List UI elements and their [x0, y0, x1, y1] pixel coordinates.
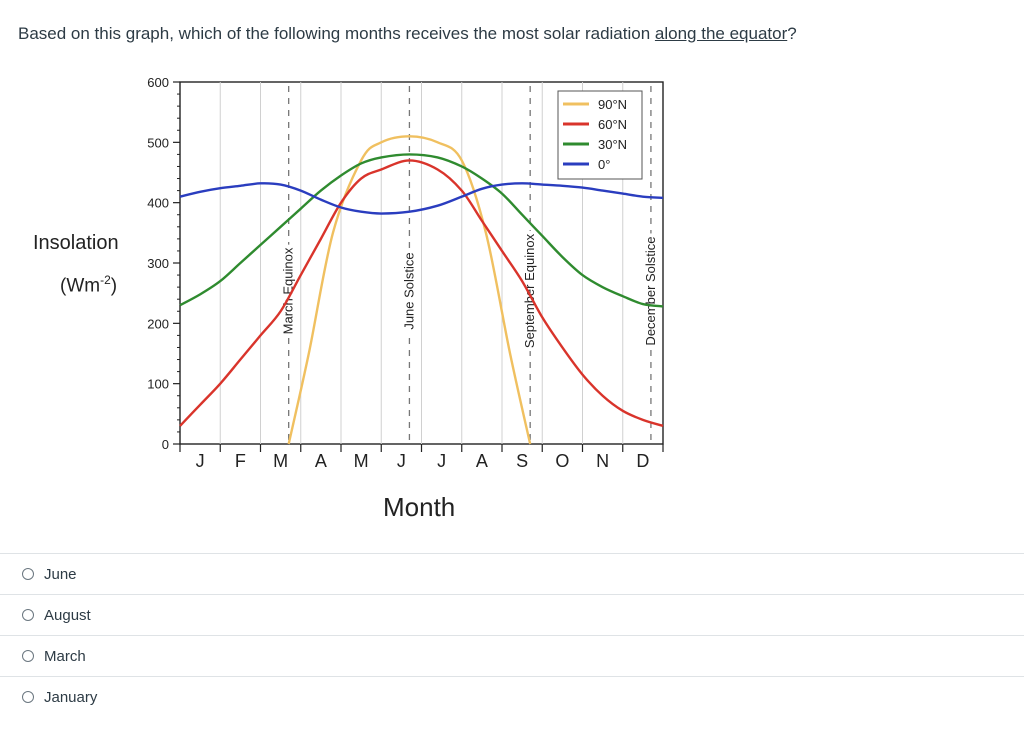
option-label: August	[44, 606, 91, 624]
event-label-bg	[521, 230, 540, 352]
x-tick-label: J	[437, 451, 446, 471]
option-march[interactable]: March	[0, 635, 1024, 676]
option-label: June	[44, 565, 77, 583]
x-tick-label: M	[354, 451, 369, 471]
option-label: March	[44, 647, 86, 665]
legend-label: 30°N	[598, 137, 627, 152]
event-label: June Solstice	[401, 252, 416, 329]
x-tick-label: A	[476, 451, 488, 471]
option-june[interactable]: June	[0, 553, 1024, 594]
y-axis-unit-close: )	[110, 275, 118, 297]
question-underlined: along the equator	[654, 24, 788, 43]
question-text: Based on this graph, which of the follow…	[18, 24, 797, 44]
x-tick-label: N	[596, 451, 609, 471]
legend-label: 90°N	[598, 97, 627, 112]
series-line-1	[179, 159, 664, 428]
x-tick-label: S	[516, 451, 528, 471]
insolation-chart: J F M A M J J A S O N D 0 100 200 300 400 500 600 March Equ…	[147, 75, 664, 471]
question-suffix: ?	[787, 24, 797, 43]
legend-label: 0°	[598, 157, 610, 172]
x-tick-label: A	[315, 451, 327, 471]
y-tick-label: 200	[147, 316, 169, 331]
radio-icon[interactable]	[22, 609, 34, 621]
radio-icon[interactable]	[22, 650, 34, 662]
series-line-2	[179, 153, 664, 308]
y-tick-label: 0	[162, 437, 169, 452]
y-axis-unit-base: (Wm	[60, 275, 101, 297]
x-tick-label: F	[235, 451, 246, 471]
event-label-bg	[279, 244, 298, 338]
option-label: January	[44, 688, 98, 706]
y-tick-label: 400	[147, 196, 169, 211]
x-axis-title: Month	[383, 492, 456, 522]
option-august[interactable]: August	[0, 594, 1024, 635]
event-label: September Equinox	[522, 233, 537, 348]
question-prefix: Based on this graph, which of the follow…	[18, 24, 655, 43]
y-tick-label: 300	[147, 256, 169, 271]
legend-label: 60°N	[598, 117, 627, 132]
radio-icon[interactable]	[22, 691, 34, 703]
event-label-bg	[400, 249, 419, 333]
y-axis-unit: (Wm-2)	[60, 273, 117, 297]
answer-options: June August March January	[0, 553, 1024, 717]
y-tick-label: 100	[147, 377, 169, 392]
y-tick-label: 500	[147, 135, 169, 150]
series-line-3	[179, 182, 664, 215]
x-tick-label: D	[636, 451, 649, 471]
x-tick-label: J	[397, 451, 406, 471]
option-january[interactable]: January	[0, 676, 1024, 717]
x-tick-label: M	[273, 451, 288, 471]
y-tick-label: 600	[147, 75, 169, 90]
y-axis-unit-exponent: -2	[100, 273, 111, 287]
x-tick-label: J	[196, 451, 205, 471]
y-axis-title: Insolation	[33, 232, 119, 254]
series-line-0	[287, 135, 532, 445]
x-tick-label: O	[555, 451, 569, 471]
event-label: March Equinox	[281, 247, 296, 334]
event-label: December Solstice	[643, 236, 658, 345]
radio-icon[interactable]	[22, 568, 34, 580]
event-label-bg	[641, 233, 660, 349]
